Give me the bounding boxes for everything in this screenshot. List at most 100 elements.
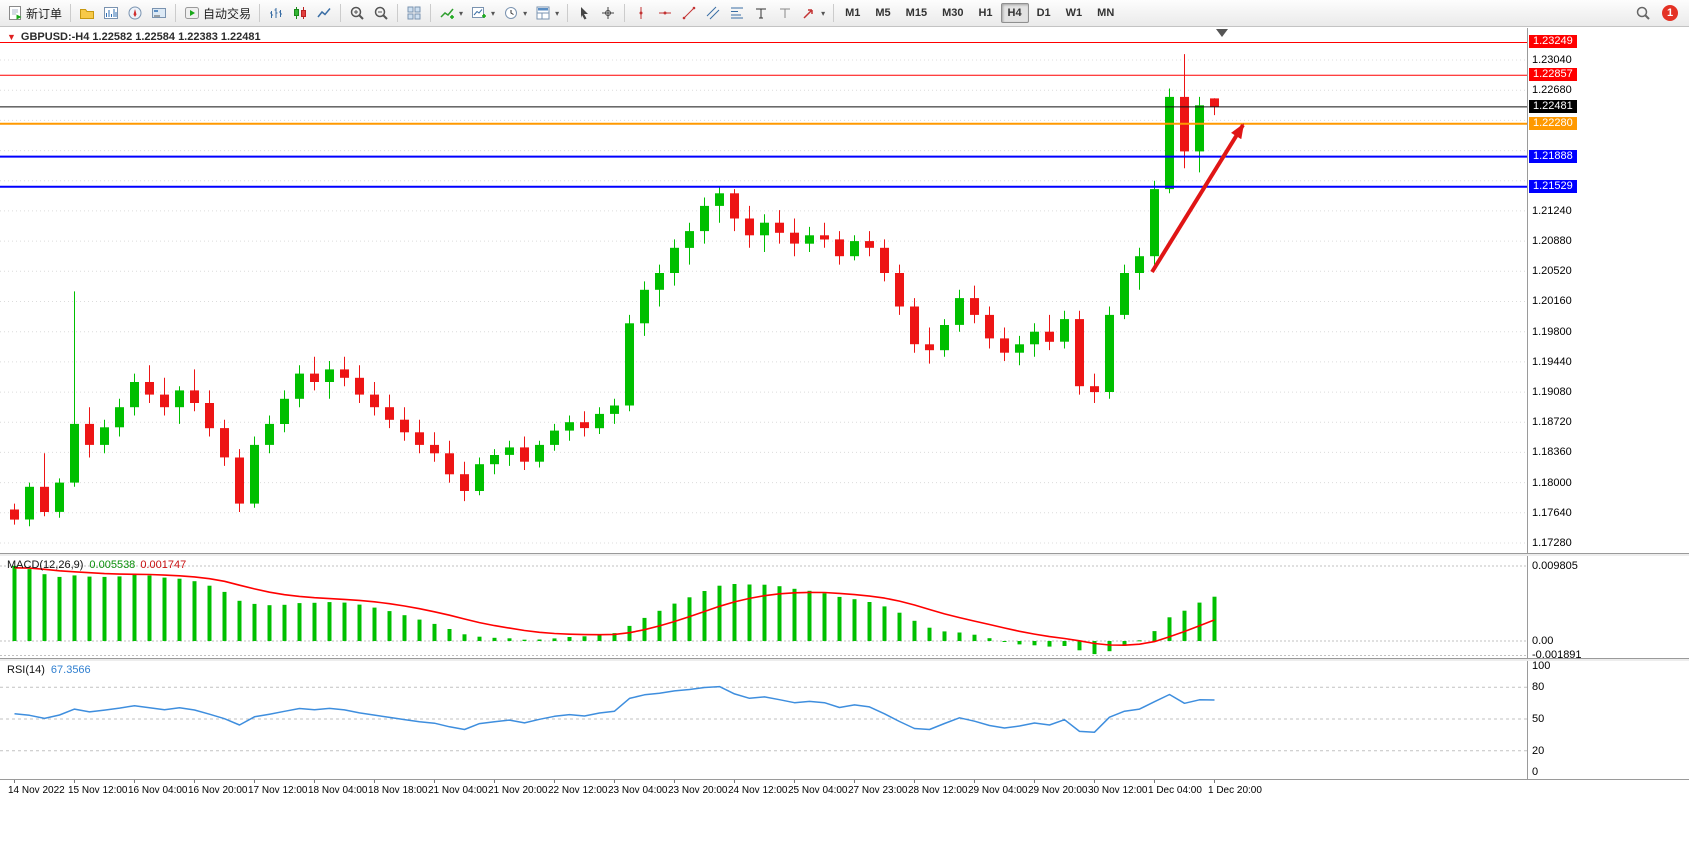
macd-histogram-bar xyxy=(267,605,272,641)
price-scale-label: 1.20160 xyxy=(1532,295,1572,308)
market-watch-button[interactable] xyxy=(99,2,123,24)
navigator-button[interactable] xyxy=(123,2,147,24)
toolbar-right: 1 xyxy=(1631,2,1686,24)
indicators-icon xyxy=(440,8,455,19)
timeframe-M5[interactable]: M5 xyxy=(875,7,891,19)
candle-body xyxy=(865,241,874,248)
periods-button[interactable]: ▾ xyxy=(499,2,531,24)
rsi-plot[interactable] xyxy=(0,661,1527,779)
time-tick xyxy=(1154,780,1155,783)
candle-body xyxy=(1105,314,1114,392)
macd-plot[interactable] xyxy=(0,556,1527,658)
macd-scale-label: 0.00 xyxy=(1532,635,1554,647)
time-label: 22 Nov 12:00 xyxy=(548,785,608,796)
horizontal-line-tool-button[interactable] xyxy=(653,2,677,24)
tile-windows-button[interactable] xyxy=(402,2,426,24)
candlestick-chart-icon xyxy=(294,7,307,19)
toolbar-separator xyxy=(430,4,432,22)
timeframe-H4[interactable]: H4 xyxy=(1000,3,1029,23)
candle-body xyxy=(520,447,529,462)
templates-button[interactable]: ▾ xyxy=(531,2,563,24)
time-tick xyxy=(1094,780,1095,783)
time-tick xyxy=(1034,780,1035,783)
crosshair-icon xyxy=(602,7,615,19)
panel-separator[interactable] xyxy=(0,658,1689,661)
line-chart-button[interactable] xyxy=(312,2,336,24)
price-scale[interactable]: 1.23040 1.22680 1.21240 1.20880 1.20520 1.201… xyxy=(1527,28,1689,779)
candlestick-chart-button[interactable] xyxy=(288,2,312,24)
trend-arrow-object[interactable] xyxy=(1150,123,1245,274)
candle-body xyxy=(790,232,799,244)
channel-tool-button[interactable] xyxy=(701,2,725,24)
timeframe-M15[interactable]: M15 xyxy=(905,7,928,19)
macd-histogram-bar xyxy=(1212,596,1217,641)
candle-body xyxy=(70,423,79,483)
main-chart-plot[interactable] xyxy=(0,28,1527,553)
macd-histogram-bar xyxy=(27,569,32,641)
macd-histogram-bar xyxy=(192,581,197,641)
profiles-button[interactable] xyxy=(75,2,99,24)
text-label-icon xyxy=(780,8,791,18)
arrows-tool-button[interactable]: ▾ xyxy=(797,2,829,24)
candle-body xyxy=(850,241,859,257)
notification-badge[interactable]: 1 xyxy=(1662,5,1678,21)
indicators-button[interactable]: ▾ xyxy=(435,2,467,24)
new-chart-button[interactable]: ▾ xyxy=(467,2,499,24)
new-chart-icon xyxy=(472,7,487,18)
fibonacci-tool-button[interactable] xyxy=(725,2,749,24)
bar-chart-button[interactable] xyxy=(264,2,288,24)
autotrading-button[interactable]: 自动交易 xyxy=(180,2,255,24)
macd-histogram-bar xyxy=(12,565,17,641)
price-scale-label: 1.22680 xyxy=(1532,84,1572,97)
text-tool-button[interactable] xyxy=(749,2,773,24)
timeframe-M30[interactable]: M30 xyxy=(942,7,964,19)
candle-body xyxy=(580,422,589,429)
candle-body xyxy=(895,273,904,307)
crosshair-button[interactable] xyxy=(596,2,620,24)
candle-body xyxy=(1150,189,1159,257)
time-axis[interactable]: 14 Nov 2022 15 Nov 12:00 16 Nov 04:00 16 No… xyxy=(0,779,1689,800)
candle-body xyxy=(415,432,424,445)
price-scale-label: 1.19080 xyxy=(1532,386,1572,399)
new-order-icon xyxy=(9,6,22,20)
macd-signal-line xyxy=(14,567,1215,646)
time-tick xyxy=(554,780,555,783)
chart-shift-marker-icon[interactable] xyxy=(1216,29,1228,37)
macd-histogram-bar xyxy=(927,627,932,641)
zoom-in-button[interactable] xyxy=(345,2,369,24)
candle-body xyxy=(955,298,964,325)
timeframe-W1[interactable]: W1 xyxy=(1065,7,1083,19)
time-tick xyxy=(374,780,375,783)
candle-body xyxy=(160,394,169,408)
time-tick xyxy=(134,780,135,783)
macd-histogram-bar xyxy=(567,637,572,641)
label-tool-button[interactable] xyxy=(773,2,797,24)
rsi-line xyxy=(14,685,1215,733)
candle-body xyxy=(535,444,544,462)
search-button[interactable] xyxy=(1631,2,1655,24)
timeframe-group: M1 M5 M15 M30 H1 H4 D1 W1 MN xyxy=(838,3,1121,23)
timeframe-D1[interactable]: D1 xyxy=(1036,7,1051,19)
timeframe-M1[interactable]: M1 xyxy=(845,7,861,19)
zoom-out-icon xyxy=(374,6,388,20)
macd-histogram-bar xyxy=(987,638,992,641)
candle-body xyxy=(685,231,694,248)
macd-histogram-bar xyxy=(912,620,917,641)
vertical-line-tool-button[interactable] xyxy=(629,2,653,24)
candle-body xyxy=(760,222,769,236)
zoom-out-button[interactable] xyxy=(369,2,393,24)
panel-separator[interactable] xyxy=(0,553,1689,556)
candle-body xyxy=(250,444,259,504)
macd-histogram-bar xyxy=(942,631,947,641)
time-label: 27 Nov 23:00 xyxy=(848,785,908,796)
cursor-button[interactable] xyxy=(572,2,596,24)
macd-histogram-bar xyxy=(162,577,167,641)
trendline-tool-button[interactable] xyxy=(677,2,701,24)
terminal-button[interactable] xyxy=(147,2,171,24)
trendline-icon xyxy=(682,6,696,20)
timeframe-H1[interactable]: H1 xyxy=(978,7,993,19)
time-tick xyxy=(734,780,735,783)
timeframe-MN[interactable]: MN xyxy=(1097,7,1115,19)
candle-body xyxy=(340,369,349,378)
new-order-button[interactable]: 新订单 xyxy=(3,2,66,24)
